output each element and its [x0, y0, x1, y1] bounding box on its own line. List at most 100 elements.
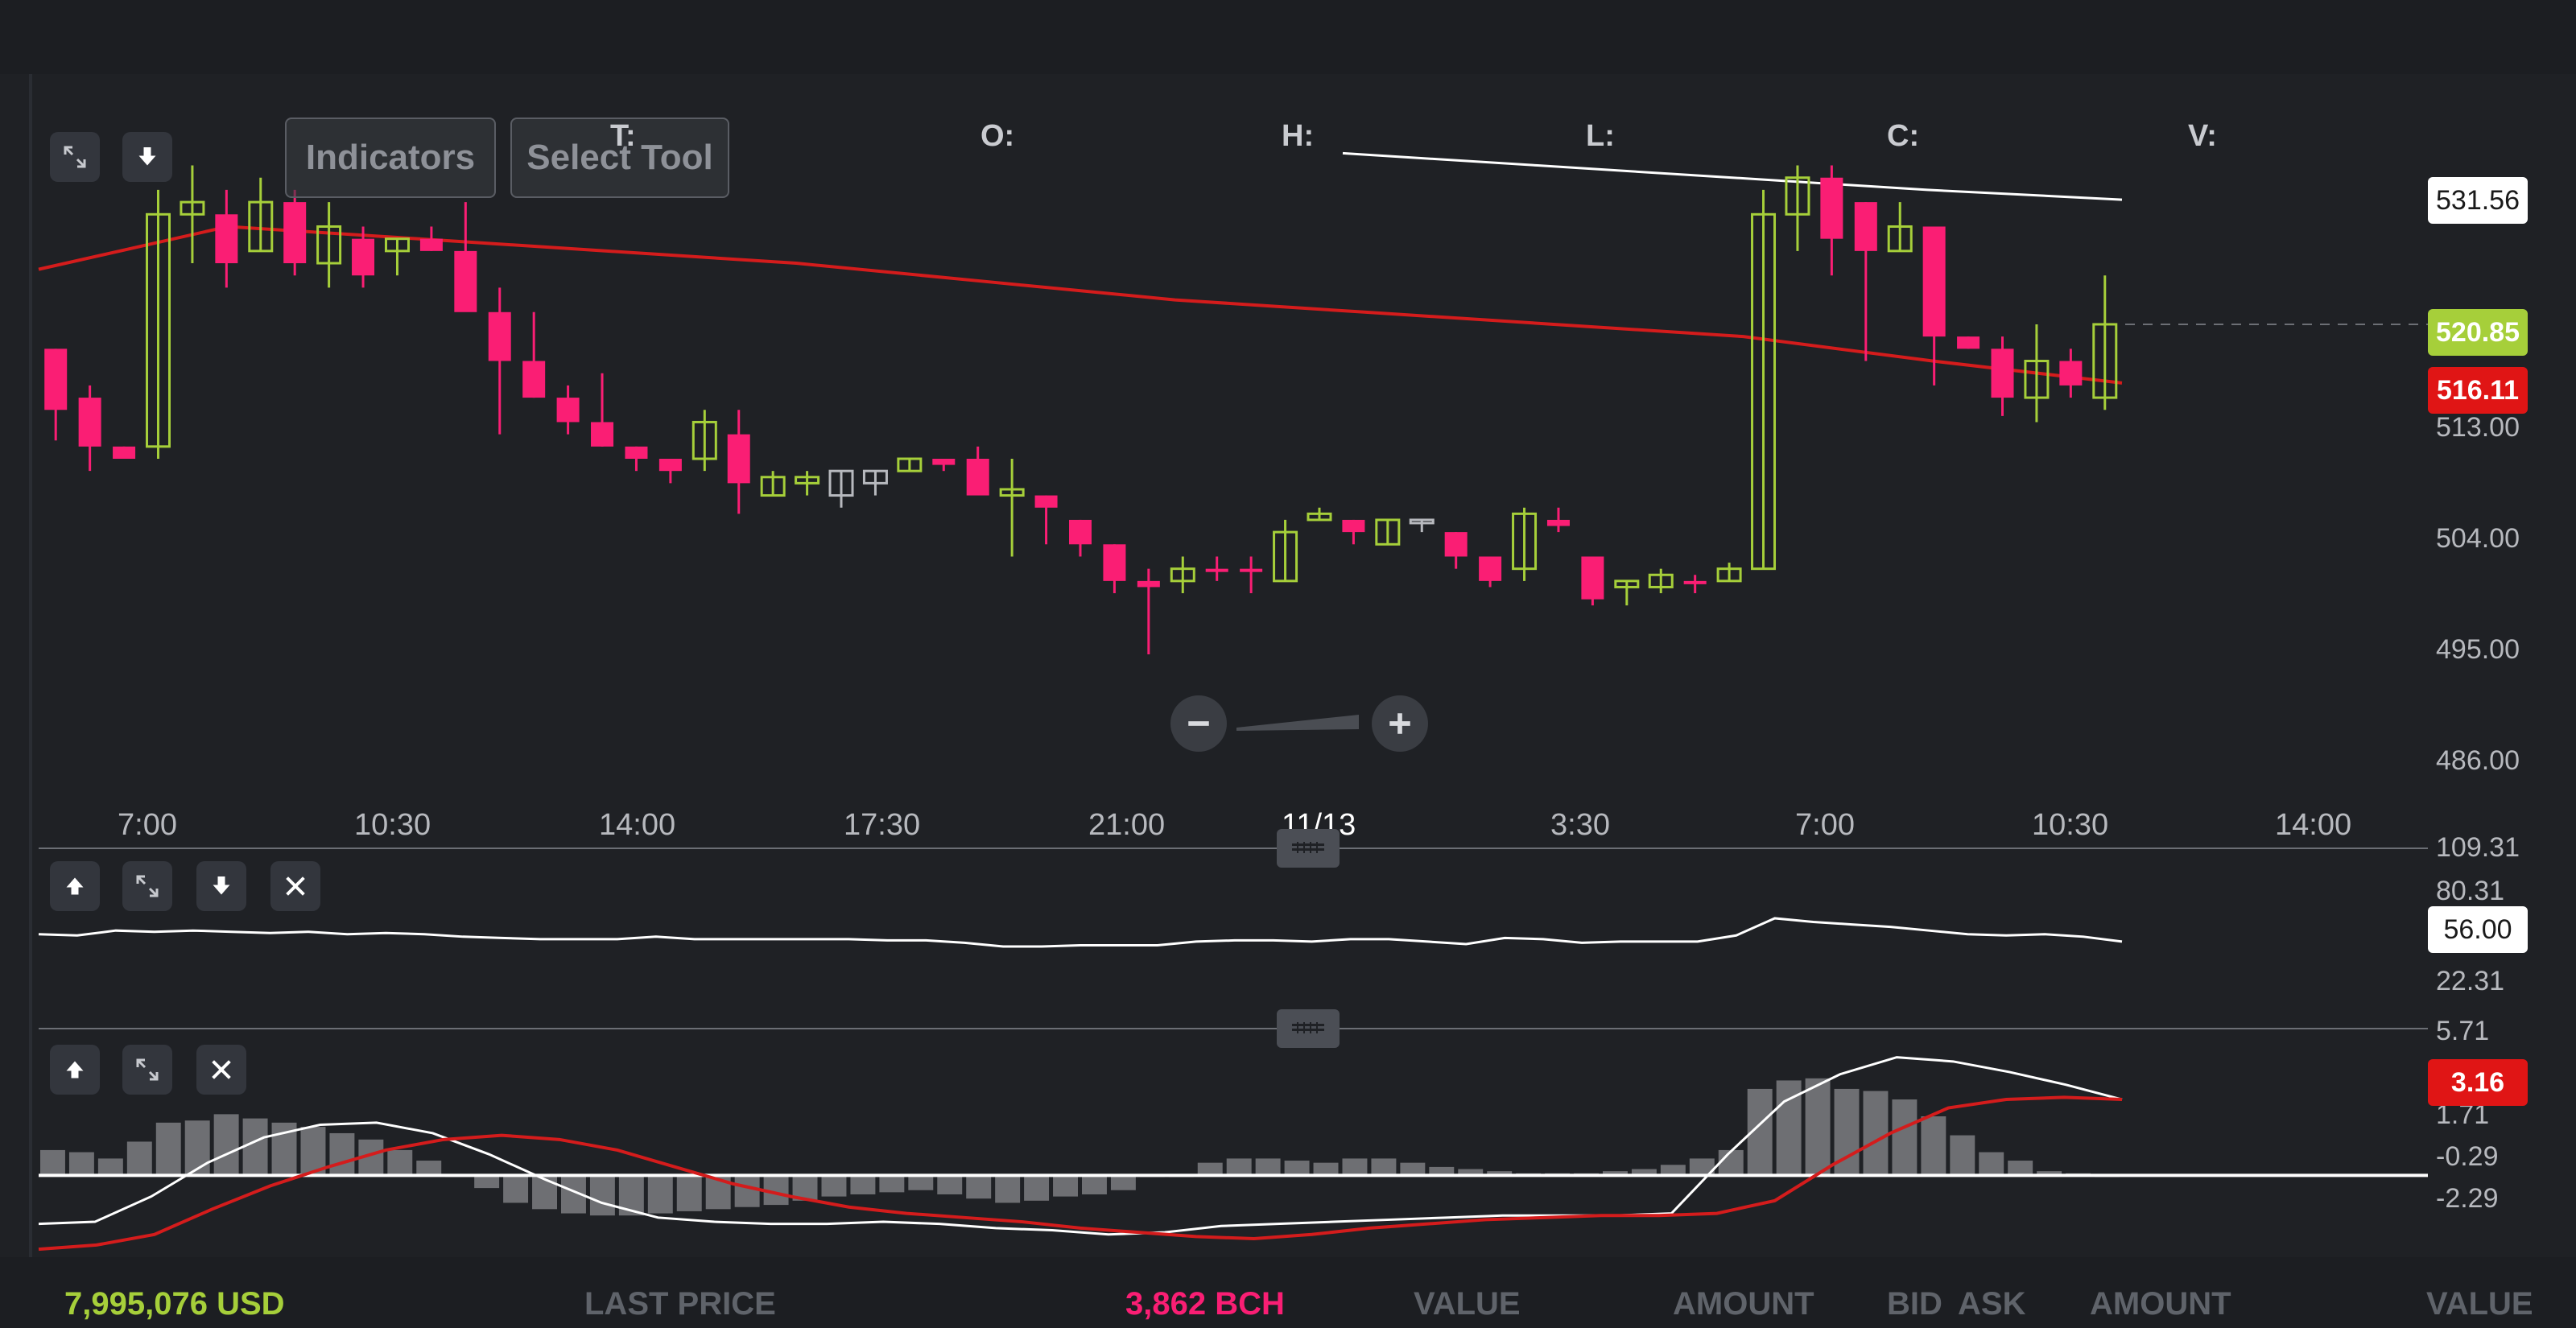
rsi-line [38, 917, 2123, 948]
download-arrow-icon [138, 147, 156, 166]
macd-tick: 5.71 [2436, 1016, 2490, 1046]
time-tick: 7:00 [1795, 808, 1855, 842]
macd-histogram-bar [1053, 1175, 1078, 1197]
candle-body [419, 238, 443, 251]
candle-body [44, 348, 68, 410]
macd-histogram-bar [1631, 1169, 1657, 1176]
candle-body [1103, 544, 1126, 581]
expand-icon [64, 146, 86, 168]
macd-histogram-bar [1458, 1169, 1484, 1176]
macd-tick: -2.29 [2436, 1183, 2499, 1214]
macd-tick: -0.29 [2436, 1141, 2499, 1172]
candle-body [1581, 556, 1604, 600]
move-up-button[interactable] [50, 1045, 100, 1095]
candle-body [999, 488, 1025, 497]
zoom-out-button[interactable] [1170, 695, 1227, 752]
candle-body [795, 476, 820, 485]
value-header[interactable]: VALUE [1414, 1286, 1521, 1322]
macd-histogram-bar [126, 1141, 152, 1176]
bid-header[interactable]: BID [1887, 1286, 1942, 1322]
ohlc-low-label: L: [1586, 119, 1615, 153]
ohlc-open-label: O: [980, 119, 1015, 153]
download-button[interactable] [122, 132, 172, 182]
macd-histogram-bar [647, 1175, 673, 1214]
candle-body [522, 361, 546, 398]
chart-canvas[interactable] [0, 0, 2576, 1257]
macd-histogram-bar [1371, 1158, 1397, 1176]
macd-value-tag: 3.16 [2428, 1059, 2528, 1106]
macd-histogram-bar [1863, 1091, 1889, 1176]
candle-body [1342, 519, 1365, 533]
candle-body [1137, 580, 1160, 588]
macd-histogram-bar [1313, 1162, 1339, 1176]
time-tick: 14:00 [2275, 808, 2352, 842]
macd-histogram-bar [68, 1152, 94, 1176]
candle-body [760, 476, 786, 497]
candle-body [248, 200, 274, 253]
candle-body [78, 398, 101, 447]
expand-button[interactable] [122, 861, 172, 911]
candle-body [1409, 518, 1435, 525]
candle-body [556, 398, 580, 423]
value-header-right[interactable]: VALUE [2426, 1286, 2533, 1322]
candle-body [1375, 518, 1401, 546]
move-up-button[interactable] [50, 861, 100, 911]
macd-histogram-bar [242, 1118, 268, 1176]
rsi-panel-drag-handle[interactable] [1277, 829, 1340, 868]
macd-histogram-bar [1921, 1116, 1946, 1176]
macd-histogram-bar [184, 1120, 210, 1176]
move-down-button[interactable] [196, 861, 246, 911]
macd-histogram-bar [1226, 1158, 1252, 1176]
close-panel-button[interactable] [196, 1045, 246, 1095]
expand-button[interactable] [122, 1045, 172, 1095]
time-tick: 10:30 [2032, 808, 2109, 842]
zoom-slider[interactable] [1236, 713, 1359, 731]
indicators-button[interactable]: Indicators [285, 118, 496, 198]
ask-header[interactable]: ASK [1958, 1286, 2026, 1322]
time-tick: 14:00 [599, 808, 676, 842]
expand-button[interactable] [50, 132, 100, 182]
zoom-in-button[interactable] [1372, 695, 1428, 752]
macd-histogram-bar [1400, 1162, 1426, 1176]
macd-panel-drag-handle[interactable] [1277, 1009, 1340, 1048]
arrow-up-icon [66, 1061, 84, 1078]
candle-body [1068, 519, 1092, 545]
top-strip [0, 0, 2576, 74]
amount-header[interactable]: AMOUNT [1673, 1286, 1814, 1322]
select-tool-button[interactable]: Select Tool [510, 118, 729, 198]
expand-icon [136, 875, 159, 897]
amount-header-right[interactable]: AMOUNT [2090, 1286, 2231, 1322]
moving-average-line-white [1342, 151, 2123, 201]
macd-histogram-bar [1429, 1166, 1455, 1176]
expand-icon [136, 1058, 159, 1081]
close-panel-button[interactable] [270, 861, 320, 911]
candle-body [727, 434, 750, 484]
macd-histogram-bar [532, 1175, 557, 1210]
plus-icon [1389, 713, 1410, 734]
macd-histogram-bar [1660, 1165, 1686, 1176]
candle-body [454, 250, 477, 312]
candle-body [862, 469, 888, 485]
macd-histogram-bar [1603, 1171, 1628, 1176]
macd-histogram-bar [213, 1114, 239, 1176]
candle-body [1751, 212, 1777, 571]
macd-histogram-bar [879, 1175, 905, 1193]
macd-histogram-bar [1110, 1175, 1136, 1190]
macd-histogram-bar [300, 1127, 326, 1176]
macd-histogram-bar [503, 1175, 529, 1203]
candle-body [1479, 556, 1502, 581]
candle-body [180, 200, 205, 216]
macd-histogram-bar [1487, 1171, 1513, 1176]
candle-body [1922, 226, 1946, 337]
macd-histogram-bar [589, 1175, 615, 1216]
macd-histogram-bar [850, 1175, 876, 1194]
last-price-header[interactable]: LAST PRICE [584, 1286, 776, 1322]
macd-histogram-bar [908, 1175, 934, 1190]
macd-histogram-bar [474, 1175, 500, 1189]
rsi-tick: 80.31 [2436, 876, 2505, 906]
macd-histogram-bar [97, 1158, 123, 1176]
minus-icon [1188, 721, 1209, 726]
candle-body [283, 202, 307, 264]
candle-body [113, 446, 136, 459]
candle-body [1273, 530, 1298, 583]
